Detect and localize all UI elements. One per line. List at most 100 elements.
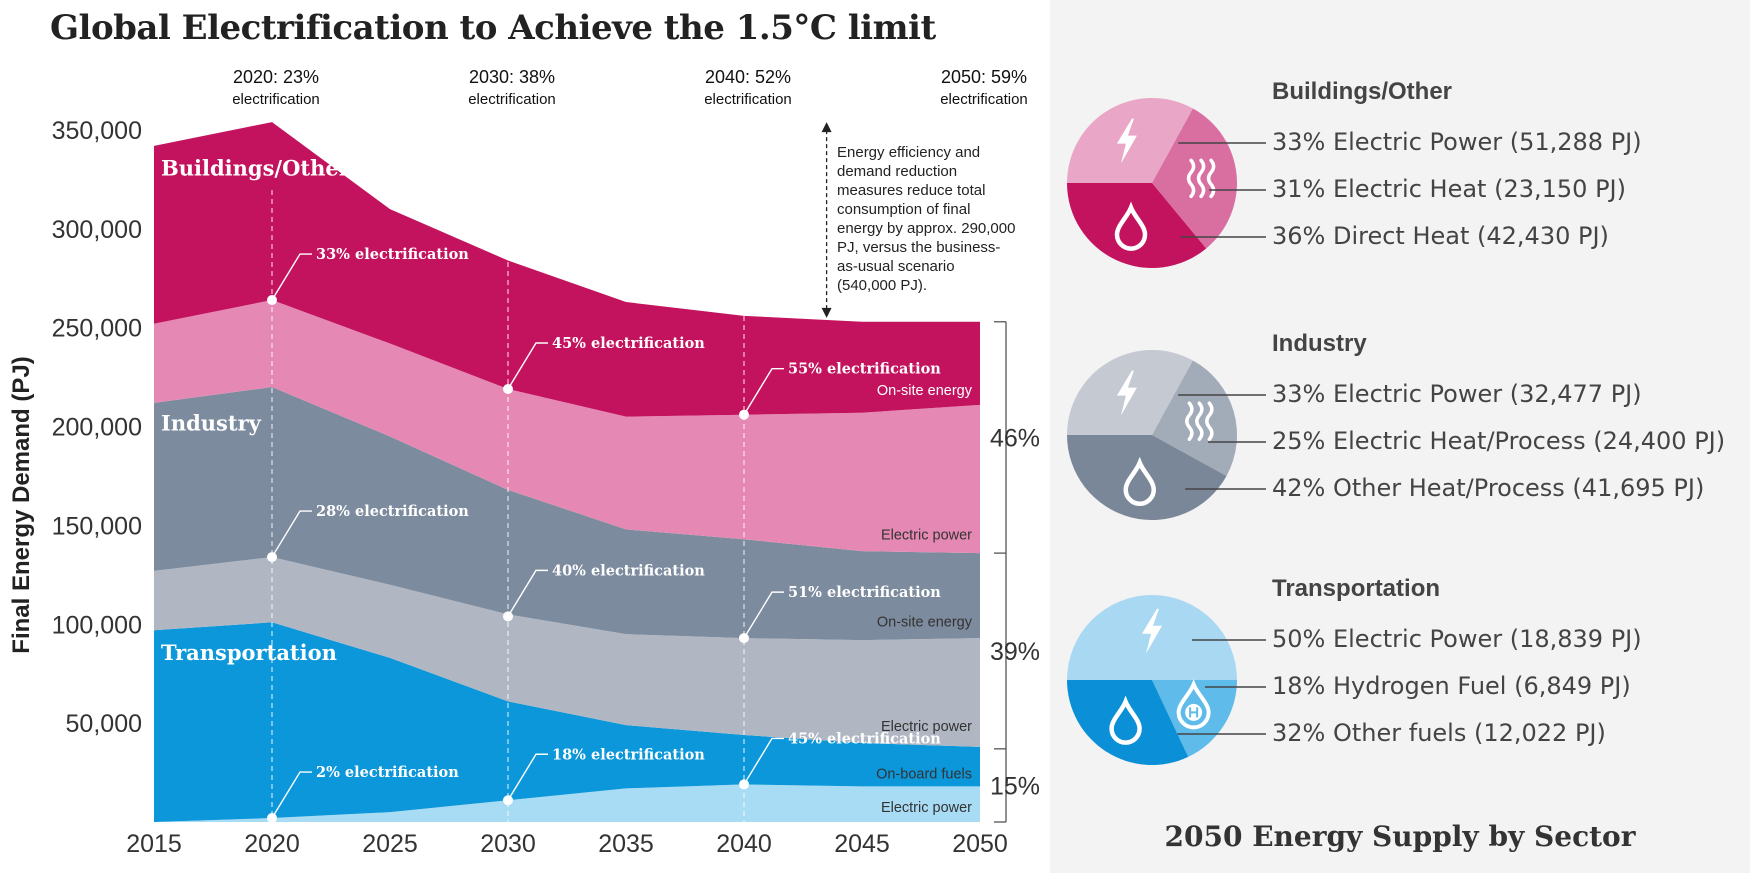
sector-pie: [1067, 595, 1266, 765]
sector-block: Industry 33% Electric Power (32,477 PJ) 25…: [1060, 330, 1750, 530]
x-tick-label: 2045: [834, 830, 890, 858]
x-tick-label: 2015: [126, 830, 182, 858]
sector-item-label: 50% Electric Power (18,839 PJ): [1272, 625, 1642, 653]
electrification-label: 40% electrification: [552, 562, 705, 579]
sector-label: Buildings/Other: [161, 155, 351, 180]
layer-label: On-site energy: [877, 383, 973, 399]
callout-line: [743, 368, 784, 416]
sector-item-label: 25% Electric Heat/Process (24,400 PJ): [1272, 427, 1726, 455]
area-transport_onboard: [154, 622, 980, 822]
callout-line: [271, 771, 312, 819]
layer-label: On-site energy: [877, 614, 973, 630]
y-tick-label: 150,000: [52, 512, 142, 540]
area-industry_electric: [154, 557, 980, 747]
sector-item-label: 18% Hydrogen Fuel (6,849 PJ): [1272, 672, 1631, 700]
electrification-point: [267, 552, 277, 563]
sector-title: Industry: [1272, 330, 1367, 357]
sector-item-label: 32% Other fuels (12,022 PJ): [1272, 719, 1606, 747]
sector-title: Transportation: [1272, 575, 1441, 602]
share-label: 15%: [990, 772, 1040, 800]
efficiency-annotation: Energy efficiency and demand reduction m…: [837, 144, 1016, 294]
x-tick-label: 2030: [480, 830, 536, 858]
layer-label: Electric power: [881, 719, 972, 735]
top-year-sublabel: electrification: [940, 91, 1028, 108]
y-tick-label: 200,000: [52, 414, 142, 442]
callout-line: [507, 569, 548, 617]
electrification-label: 45% electrification: [788, 730, 941, 747]
sector-label: Industry: [161, 411, 262, 436]
chart-title: Global Electrification to Achieve the 1.…: [50, 8, 936, 48]
y-tick-label: 300,000: [52, 216, 142, 244]
layer-label: On-board fuels: [876, 767, 972, 783]
electrification-point: [503, 384, 513, 395]
electrification-point: [503, 795, 513, 806]
sector-pie: [1067, 350, 1266, 520]
top-year-sublabel: electrification: [232, 91, 320, 108]
arrow-down-icon: [821, 307, 832, 318]
electrification-label: 55% electrification: [788, 361, 941, 378]
hydrogen-icon: [1176, 679, 1211, 730]
top-year-label: 2030: 38%: [469, 67, 555, 87]
sector-item-label: 36% Direct Heat (42,430 PJ): [1272, 222, 1609, 250]
drop-icon: [1109, 695, 1142, 745]
electrification-label: 18% electrification: [552, 746, 705, 763]
bolt-icon: [1142, 608, 1162, 654]
sector-block: Transportation 50% Electric Power (18,839…: [1060, 575, 1750, 775]
area-buildings_electric: [154, 300, 980, 554]
share-label: 39%: [990, 638, 1040, 666]
callout-line: [507, 342, 548, 390]
electrification-point: [267, 295, 277, 306]
electrification-point: [503, 611, 513, 622]
bolt-icon: [1116, 118, 1137, 164]
area-industry_onsite: [154, 387, 980, 641]
x-tick-label: 2050: [952, 830, 1008, 858]
sector-item-label: 42% Other Heat/Process (41,695 PJ): [1272, 474, 1705, 502]
drop-icon: [1123, 456, 1156, 506]
share-label: 46%: [990, 424, 1040, 452]
sector-title: Buildings/Other: [1272, 78, 1452, 105]
y-tick-label: 100,000: [52, 611, 142, 639]
sector-pie: [1067, 97, 1266, 268]
electrification-point: [739, 409, 749, 420]
electrification-label: 33% electrification: [316, 246, 469, 263]
pie-slice: [1067, 680, 1189, 765]
top-year-sublabel: electrification: [704, 91, 792, 108]
sector-label: Transportation: [161, 640, 337, 665]
layer-label: Electric power: [881, 527, 972, 543]
sector-item-label: 31% Electric Heat (23,150 PJ): [1272, 175, 1626, 203]
bolt-icon: [1116, 370, 1137, 416]
x-tick-label: 2020: [244, 830, 300, 858]
electrification-point: [267, 813, 277, 824]
y-tick-label: 250,000: [52, 315, 142, 343]
sector-item-label: 33% Electric Power (32,477 PJ): [1272, 380, 1642, 408]
x-tick-label: 2025: [362, 830, 418, 858]
top-year-label: 2020: 23%: [233, 67, 319, 87]
callout-line: [743, 591, 784, 639]
top-year-sublabel: electrification: [468, 91, 556, 108]
callout-line: [743, 737, 784, 785]
heat-icon: [1185, 401, 1214, 441]
area-buildings_onsite: [154, 122, 980, 417]
callout-line: [507, 753, 548, 801]
x-tick-label: 2035: [598, 830, 654, 858]
pie-slice: [1152, 360, 1237, 476]
top-year-label: 2050: 59%: [941, 67, 1027, 87]
electrification-label: 28% electrification: [316, 503, 469, 520]
electrification-label: 45% electrification: [552, 335, 705, 352]
electrification-label: 51% electrification: [788, 584, 941, 601]
y-tick-label: 350,000: [52, 117, 142, 145]
x-tick-label: 2040: [716, 830, 772, 858]
y-axis-label: Final Energy Demand (PJ): [8, 356, 35, 654]
top-year-label: 2040: 52%: [705, 67, 791, 87]
sector-item-label: 33% Electric Power (51,288 PJ): [1272, 128, 1642, 156]
callout-line: [271, 253, 312, 301]
area-chart: 350,000 300,000 250,000 200,000 150,000 100,0…: [52, 67, 1040, 858]
electrification-label: 2% electrification: [316, 764, 459, 781]
drop-icon: [1114, 201, 1148, 251]
supply-title: 2050 Energy Supply by Sector: [1164, 820, 1636, 853]
layer-label: Electric power: [881, 800, 972, 816]
callout-line: [271, 510, 312, 558]
electrification-point: [739, 779, 749, 790]
sector-block: Buildings/Other 33% Electric Power (51,28…: [1060, 78, 1750, 278]
area-transport_electric: [154, 784, 980, 822]
